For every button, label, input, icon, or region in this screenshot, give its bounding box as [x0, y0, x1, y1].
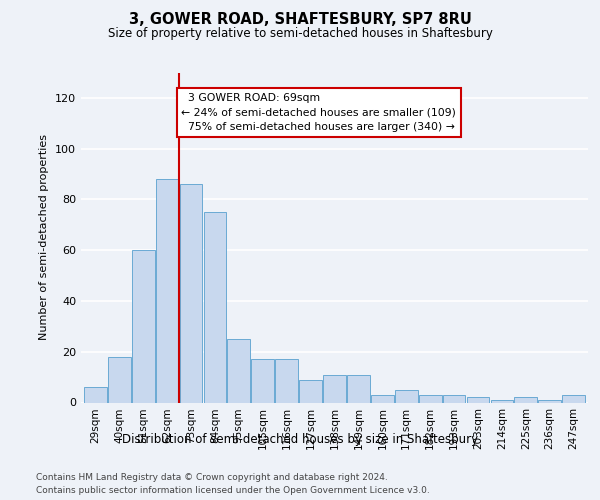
Bar — [275, 360, 298, 403]
Bar — [395, 390, 418, 402]
Bar — [371, 395, 394, 402]
Bar — [419, 395, 442, 402]
Bar — [227, 339, 250, 402]
Text: 3 GOWER ROAD: 69sqm  
← 24% of semi-detached houses are smaller (109)
  75% of s: 3 GOWER ROAD: 69sqm ← 24% of semi-detach… — [181, 93, 457, 132]
Bar — [491, 400, 513, 402]
Bar — [467, 398, 490, 402]
Bar — [108, 357, 131, 403]
Bar — [514, 398, 537, 402]
Bar — [156, 179, 178, 402]
Bar — [562, 395, 585, 402]
Bar — [299, 380, 322, 402]
Bar — [443, 395, 466, 402]
Y-axis label: Number of semi-detached properties: Number of semi-detached properties — [40, 134, 49, 340]
Bar — [203, 212, 226, 402]
Bar — [251, 360, 274, 403]
Bar — [538, 400, 561, 402]
Text: Contains public sector information licensed under the Open Government Licence v3: Contains public sector information licen… — [36, 486, 430, 495]
Text: Contains HM Land Registry data © Crown copyright and database right 2024.: Contains HM Land Registry data © Crown c… — [36, 472, 388, 482]
Bar — [323, 374, 346, 402]
Bar — [347, 374, 370, 402]
Text: Distribution of semi-detached houses by size in Shaftesbury: Distribution of semi-detached houses by … — [122, 432, 478, 446]
Text: Size of property relative to semi-detached houses in Shaftesbury: Size of property relative to semi-detach… — [107, 28, 493, 40]
Bar — [132, 250, 155, 402]
Bar — [84, 388, 107, 402]
Bar — [179, 184, 202, 402]
Text: 3, GOWER ROAD, SHAFTESBURY, SP7 8RU: 3, GOWER ROAD, SHAFTESBURY, SP7 8RU — [128, 12, 472, 28]
